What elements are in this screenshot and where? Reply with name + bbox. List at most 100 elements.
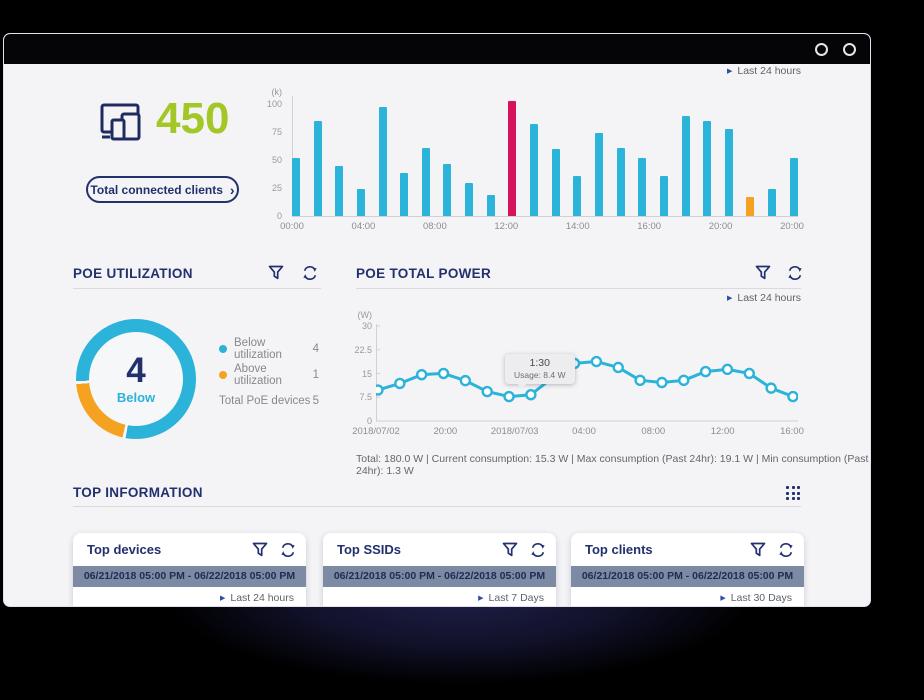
top-clients-card: Top clients 06/21/2018 05:00 PM - 06/22/… (571, 533, 804, 606)
data-point[interactable] (743, 367, 755, 380)
bar[interactable] (551, 149, 560, 216)
refresh-icon[interactable] (529, 541, 547, 559)
chart-tooltip: 1:30 Usage: 8.4 W (505, 354, 575, 390)
filter-icon[interactable] (251, 541, 269, 559)
power-stats-line: Total: 180.0 W | Current consumption: 15… (356, 453, 869, 477)
y-tick-label: 50 (271, 155, 282, 165)
bar[interactable] (594, 133, 603, 216)
top-information-title: TOP INFORMATION (73, 485, 203, 500)
devices-icon (100, 103, 141, 141)
window-control-icon[interactable] (815, 43, 828, 56)
refresh-icon[interactable] (777, 541, 795, 559)
bar[interactable] (508, 101, 517, 216)
bar[interactable] (486, 195, 495, 216)
x-tick-label: 20:00 (433, 426, 458, 437)
period-label: Last 7 Days (488, 592, 544, 604)
data-point[interactable] (459, 374, 472, 387)
power-chart-period[interactable]: ▶ Last 24 hours (604, 292, 801, 304)
y-tick-label: 30 (361, 321, 372, 331)
bar[interactable] (292, 158, 300, 216)
data-point[interactable] (437, 367, 450, 380)
data-point[interactable] (678, 374, 690, 387)
x-tick-label: 16:00 (780, 426, 804, 437)
bar[interactable] (703, 121, 712, 216)
bar[interactable] (400, 173, 409, 216)
x-tick-label: 16:00 (637, 221, 662, 232)
legend-value: 5 (312, 395, 319, 407)
data-point[interactable] (503, 390, 515, 403)
data-point[interactable] (415, 368, 428, 381)
data-point[interactable] (699, 365, 712, 378)
bar[interactable] (681, 116, 690, 216)
bar[interactable] (768, 189, 777, 216)
bar[interactable] (789, 158, 798, 216)
x-tick-label: 12:00 (494, 221, 519, 232)
card-title: Top devices (87, 542, 162, 557)
play-icon: ▶ (478, 595, 484, 602)
bar[interactable] (443, 164, 452, 216)
donut-center: 4 Below (89, 332, 183, 426)
legend-item: Below utilization 4 (219, 337, 319, 361)
card-period[interactable]: ▶ Last 30 Days (720, 592, 792, 604)
bar[interactable] (746, 197, 755, 216)
data-point[interactable] (612, 361, 624, 374)
play-icon: ▶ (726, 295, 733, 302)
refresh-icon[interactable] (301, 264, 319, 282)
legend-dot-orange (219, 371, 227, 379)
data-point[interactable] (634, 374, 646, 387)
grid-layout-icon[interactable] (786, 486, 801, 501)
bar[interactable] (421, 148, 430, 216)
period-label: Last 24 hours (737, 65, 801, 77)
bar[interactable] (356, 189, 365, 216)
bar[interactable] (638, 158, 647, 216)
card-period[interactable]: ▶ Last 7 Days (478, 592, 544, 604)
bar[interactable] (616, 148, 625, 216)
data-point[interactable] (525, 389, 537, 401)
bar[interactable] (335, 166, 344, 216)
bar[interactable] (313, 121, 322, 216)
poe-utilization-donut[interactable]: 4 Below (76, 319, 196, 439)
legend-item: Above utilization 1 (219, 363, 319, 387)
data-point[interactable] (481, 385, 493, 398)
period-label: Last 30 Days (730, 592, 792, 604)
refresh-icon[interactable] (279, 541, 297, 559)
data-point[interactable] (721, 363, 734, 376)
refresh-icon[interactable] (786, 264, 804, 282)
y-tick-label: 25 (271, 183, 282, 193)
x-tick-label: 04:00 (351, 221, 376, 232)
bar[interactable] (378, 107, 387, 216)
filter-icon[interactable] (501, 541, 519, 559)
y-tick-label: 7.5 (359, 392, 372, 403)
card-period[interactable]: ▶ Last 24 hours (220, 592, 294, 604)
data-point[interactable] (656, 376, 668, 389)
data-point[interactable] (787, 390, 798, 403)
legend-value: 1 (312, 369, 319, 381)
y-tick-label: 15 (361, 368, 372, 379)
legend-label: Below utilization (234, 337, 282, 361)
data-point[interactable] (394, 377, 406, 390)
poe-power-line-chart (376, 324, 798, 422)
x-tick-label: 08:00 (422, 221, 447, 232)
legend-label: Above utilization (234, 363, 282, 387)
window-control-icon[interactable] (843, 43, 856, 56)
filter-icon[interactable] (754, 264, 772, 282)
filter-icon[interactable] (267, 264, 285, 282)
bar[interactable] (465, 183, 474, 216)
top-chart-period[interactable]: ▶ Last 24 hours (604, 65, 801, 77)
bar[interactable] (573, 176, 582, 216)
filter-icon[interactable] (749, 541, 767, 559)
total-connected-clients-button[interactable]: Total connected clients › (86, 176, 239, 203)
data-point[interactable] (765, 382, 777, 394)
data-point[interactable] (590, 355, 603, 368)
window-titlebar (4, 34, 870, 64)
y-tick-label: 22.5 (354, 344, 372, 355)
bar[interactable] (530, 124, 539, 216)
x-tick-label: 14:00 (565, 221, 590, 232)
clients-bar-chart (292, 96, 798, 216)
poe-total-power-title: POE TOTAL POWER (356, 266, 492, 281)
date-range-bar: 06/21/2018 05:00 PM - 06/22/2018 05:00 P… (571, 566, 804, 587)
data-point[interactable] (376, 384, 384, 396)
bar[interactable] (659, 176, 668, 216)
bar[interactable] (724, 129, 733, 216)
